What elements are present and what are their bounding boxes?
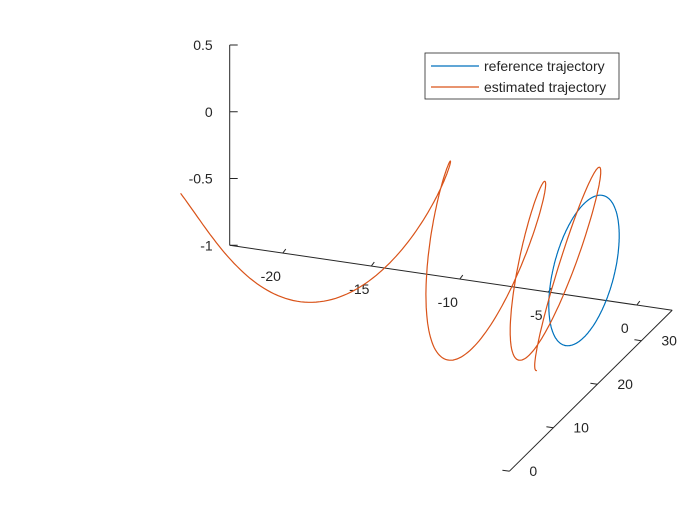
x-tick-label: -5 bbox=[530, 307, 543, 323]
x-tick-label: 0 bbox=[621, 320, 629, 336]
x-tick-label: -10 bbox=[438, 294, 458, 310]
reference-trajectory-line bbox=[548, 194, 620, 347]
x-tick bbox=[459, 274, 464, 280]
x-tick bbox=[636, 300, 641, 306]
y-tick bbox=[590, 382, 598, 385]
x-tick-label: -15 bbox=[349, 281, 369, 297]
z-tick-label: 0.5 bbox=[193, 37, 213, 53]
estimated-trajectory-line bbox=[180, 160, 602, 372]
x-tick-label: -20 bbox=[261, 268, 281, 284]
z-tick-label: 0 bbox=[205, 104, 213, 120]
y-tick bbox=[502, 469, 510, 472]
plot-lines bbox=[180, 160, 620, 372]
y-tick bbox=[634, 339, 642, 342]
legend-box bbox=[424, 52, 620, 100]
legend-label-estimated: estimated trajectory bbox=[484, 79, 606, 95]
y-tick-label: 30 bbox=[661, 333, 677, 349]
y-tick bbox=[546, 426, 554, 429]
x-axis-line bbox=[229, 244, 673, 311]
y-tick-label: 0 bbox=[529, 463, 537, 479]
y-tick-label: 20 bbox=[617, 376, 633, 392]
legend-label-reference: reference trajectory bbox=[484, 58, 605, 74]
z-tick-label: -1 bbox=[200, 237, 213, 253]
x-tick bbox=[370, 261, 375, 267]
z-tick-label: -0.5 bbox=[189, 171, 213, 187]
legend: reference trajectory estimated trajector… bbox=[424, 52, 620, 100]
y-axis-line bbox=[509, 309, 673, 472]
x-tick bbox=[282, 248, 287, 254]
axes: -1 -0.5 0 0.5 -20 -15 -10 -5 0 0 10 20 30 bbox=[189, 37, 678, 479]
y-tick-label: 10 bbox=[573, 420, 589, 436]
